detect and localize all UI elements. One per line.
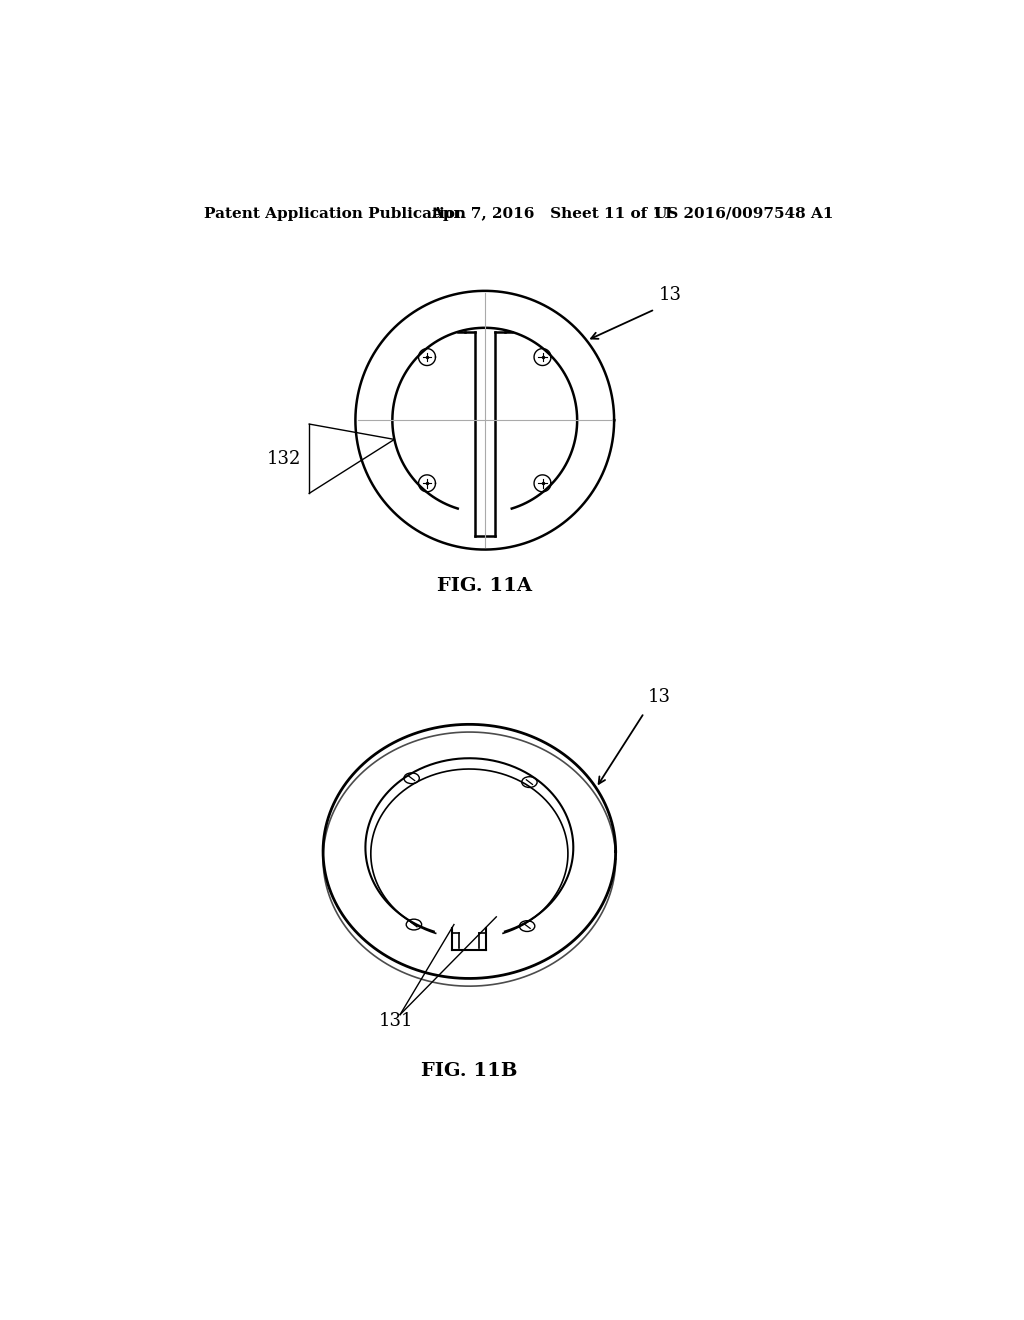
Text: 131: 131 bbox=[379, 1012, 414, 1030]
Text: 13: 13 bbox=[658, 286, 682, 305]
Text: US 2016/0097548 A1: US 2016/0097548 A1 bbox=[654, 207, 834, 220]
Text: 132: 132 bbox=[267, 450, 301, 467]
Text: FIG. 11A: FIG. 11A bbox=[437, 577, 532, 595]
Text: FIG. 11B: FIG. 11B bbox=[421, 1061, 517, 1080]
Text: Patent Application Publication: Patent Application Publication bbox=[204, 207, 466, 220]
Text: 13: 13 bbox=[648, 689, 671, 706]
Text: Apr. 7, 2016   Sheet 11 of 11: Apr. 7, 2016 Sheet 11 of 11 bbox=[431, 207, 674, 220]
